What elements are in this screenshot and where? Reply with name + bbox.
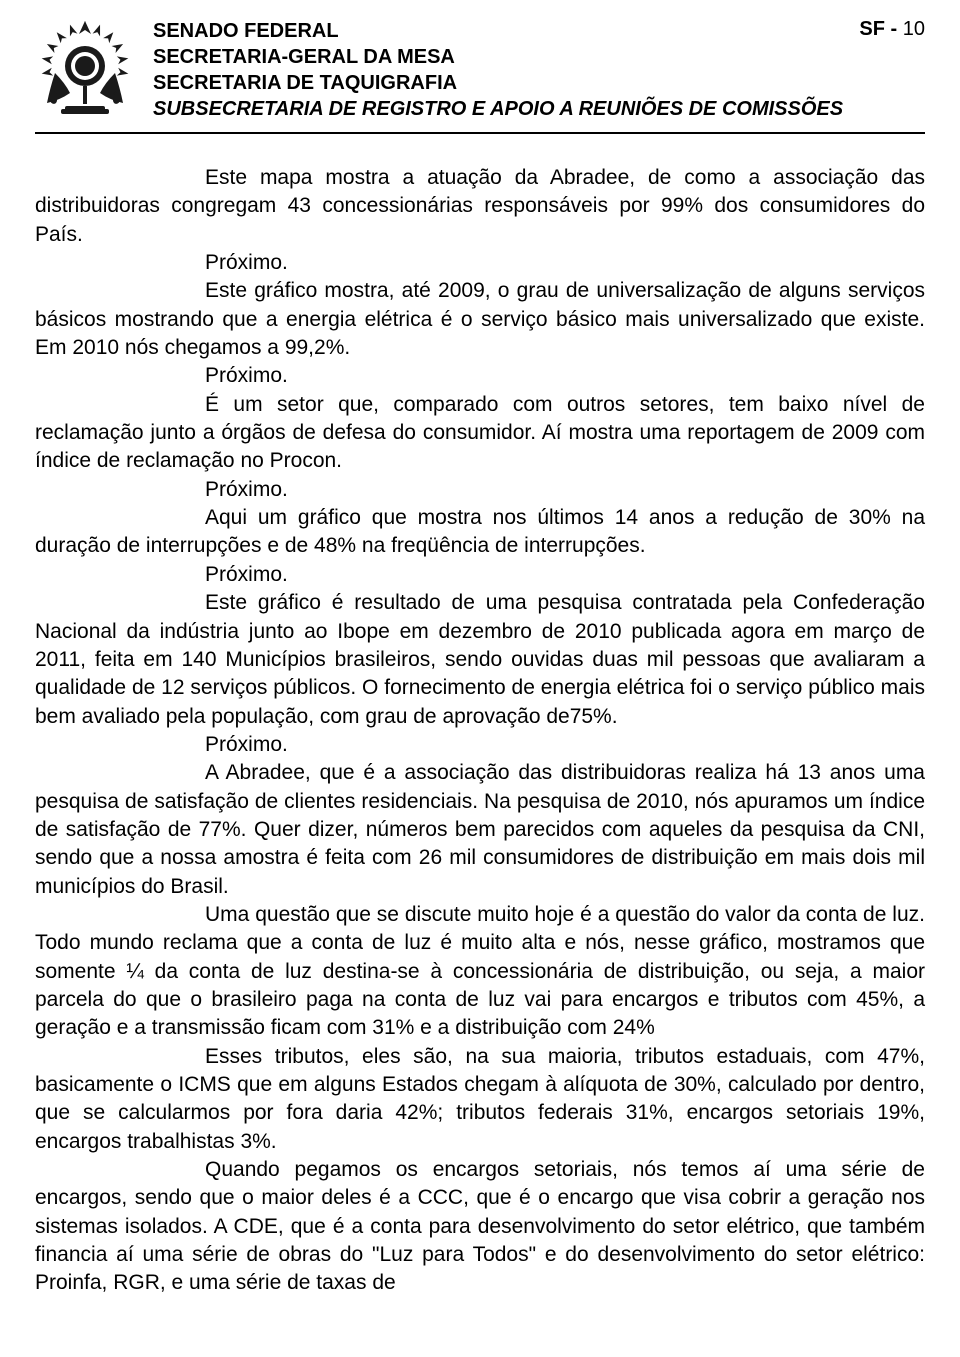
paragraph: Próximo.: [35, 731, 925, 759]
paragraph: Este gráfico mostra, até 2009, o grau de…: [35, 277, 925, 362]
paragraph: Uma questão que se discute muito hoje é …: [35, 901, 925, 1043]
paragraph: Esses tributos, eles são, na sua maioria…: [35, 1043, 925, 1156]
paragraph: É um setor que, comparado com outros set…: [35, 391, 925, 476]
paragraph: Próximo.: [35, 362, 925, 390]
header-text-block: SF - 10 SENADO FEDERAL SECRETARIA-GERAL …: [135, 18, 925, 122]
paragraph: Este mapa mostra a atuação da Abradee, d…: [35, 164, 925, 249]
header-title-4: SUBSECRETARIA DE REGISTRO E APOIO A REUN…: [153, 96, 925, 122]
brazil-coat-of-arms-icon: [35, 18, 135, 118]
page-number: SF - 10: [859, 18, 925, 41]
header-title-2: SECRETARIA-GERAL DA MESA: [153, 44, 925, 70]
header-title-3: SECRETARIA DE TAQUIGRAFIA: [153, 70, 925, 96]
header-title-1: SENADO FEDERAL: [153, 18, 925, 44]
paragraph: A Abradee, que é a associação das distri…: [35, 759, 925, 901]
document-body: Este mapa mostra a atuação da Abradee, d…: [35, 164, 925, 1298]
header-divider: [35, 132, 925, 134]
paragraph: Aqui um gráfico que mostra nos últimos 1…: [35, 504, 925, 561]
page-number-prefix: SF -: [859, 18, 902, 40]
paragraph: Próximo.: [35, 476, 925, 504]
paragraph: Próximo.: [35, 561, 925, 589]
paragraph: Este gráfico é resultado de uma pesquisa…: [35, 589, 925, 731]
paragraph: Quando pegamos os encargos setoriais, nó…: [35, 1156, 925, 1298]
paragraph: Próximo.: [35, 249, 925, 277]
document-header: SF - 10 SENADO FEDERAL SECRETARIA-GERAL …: [35, 18, 925, 122]
page-number-value: 10: [903, 18, 925, 40]
